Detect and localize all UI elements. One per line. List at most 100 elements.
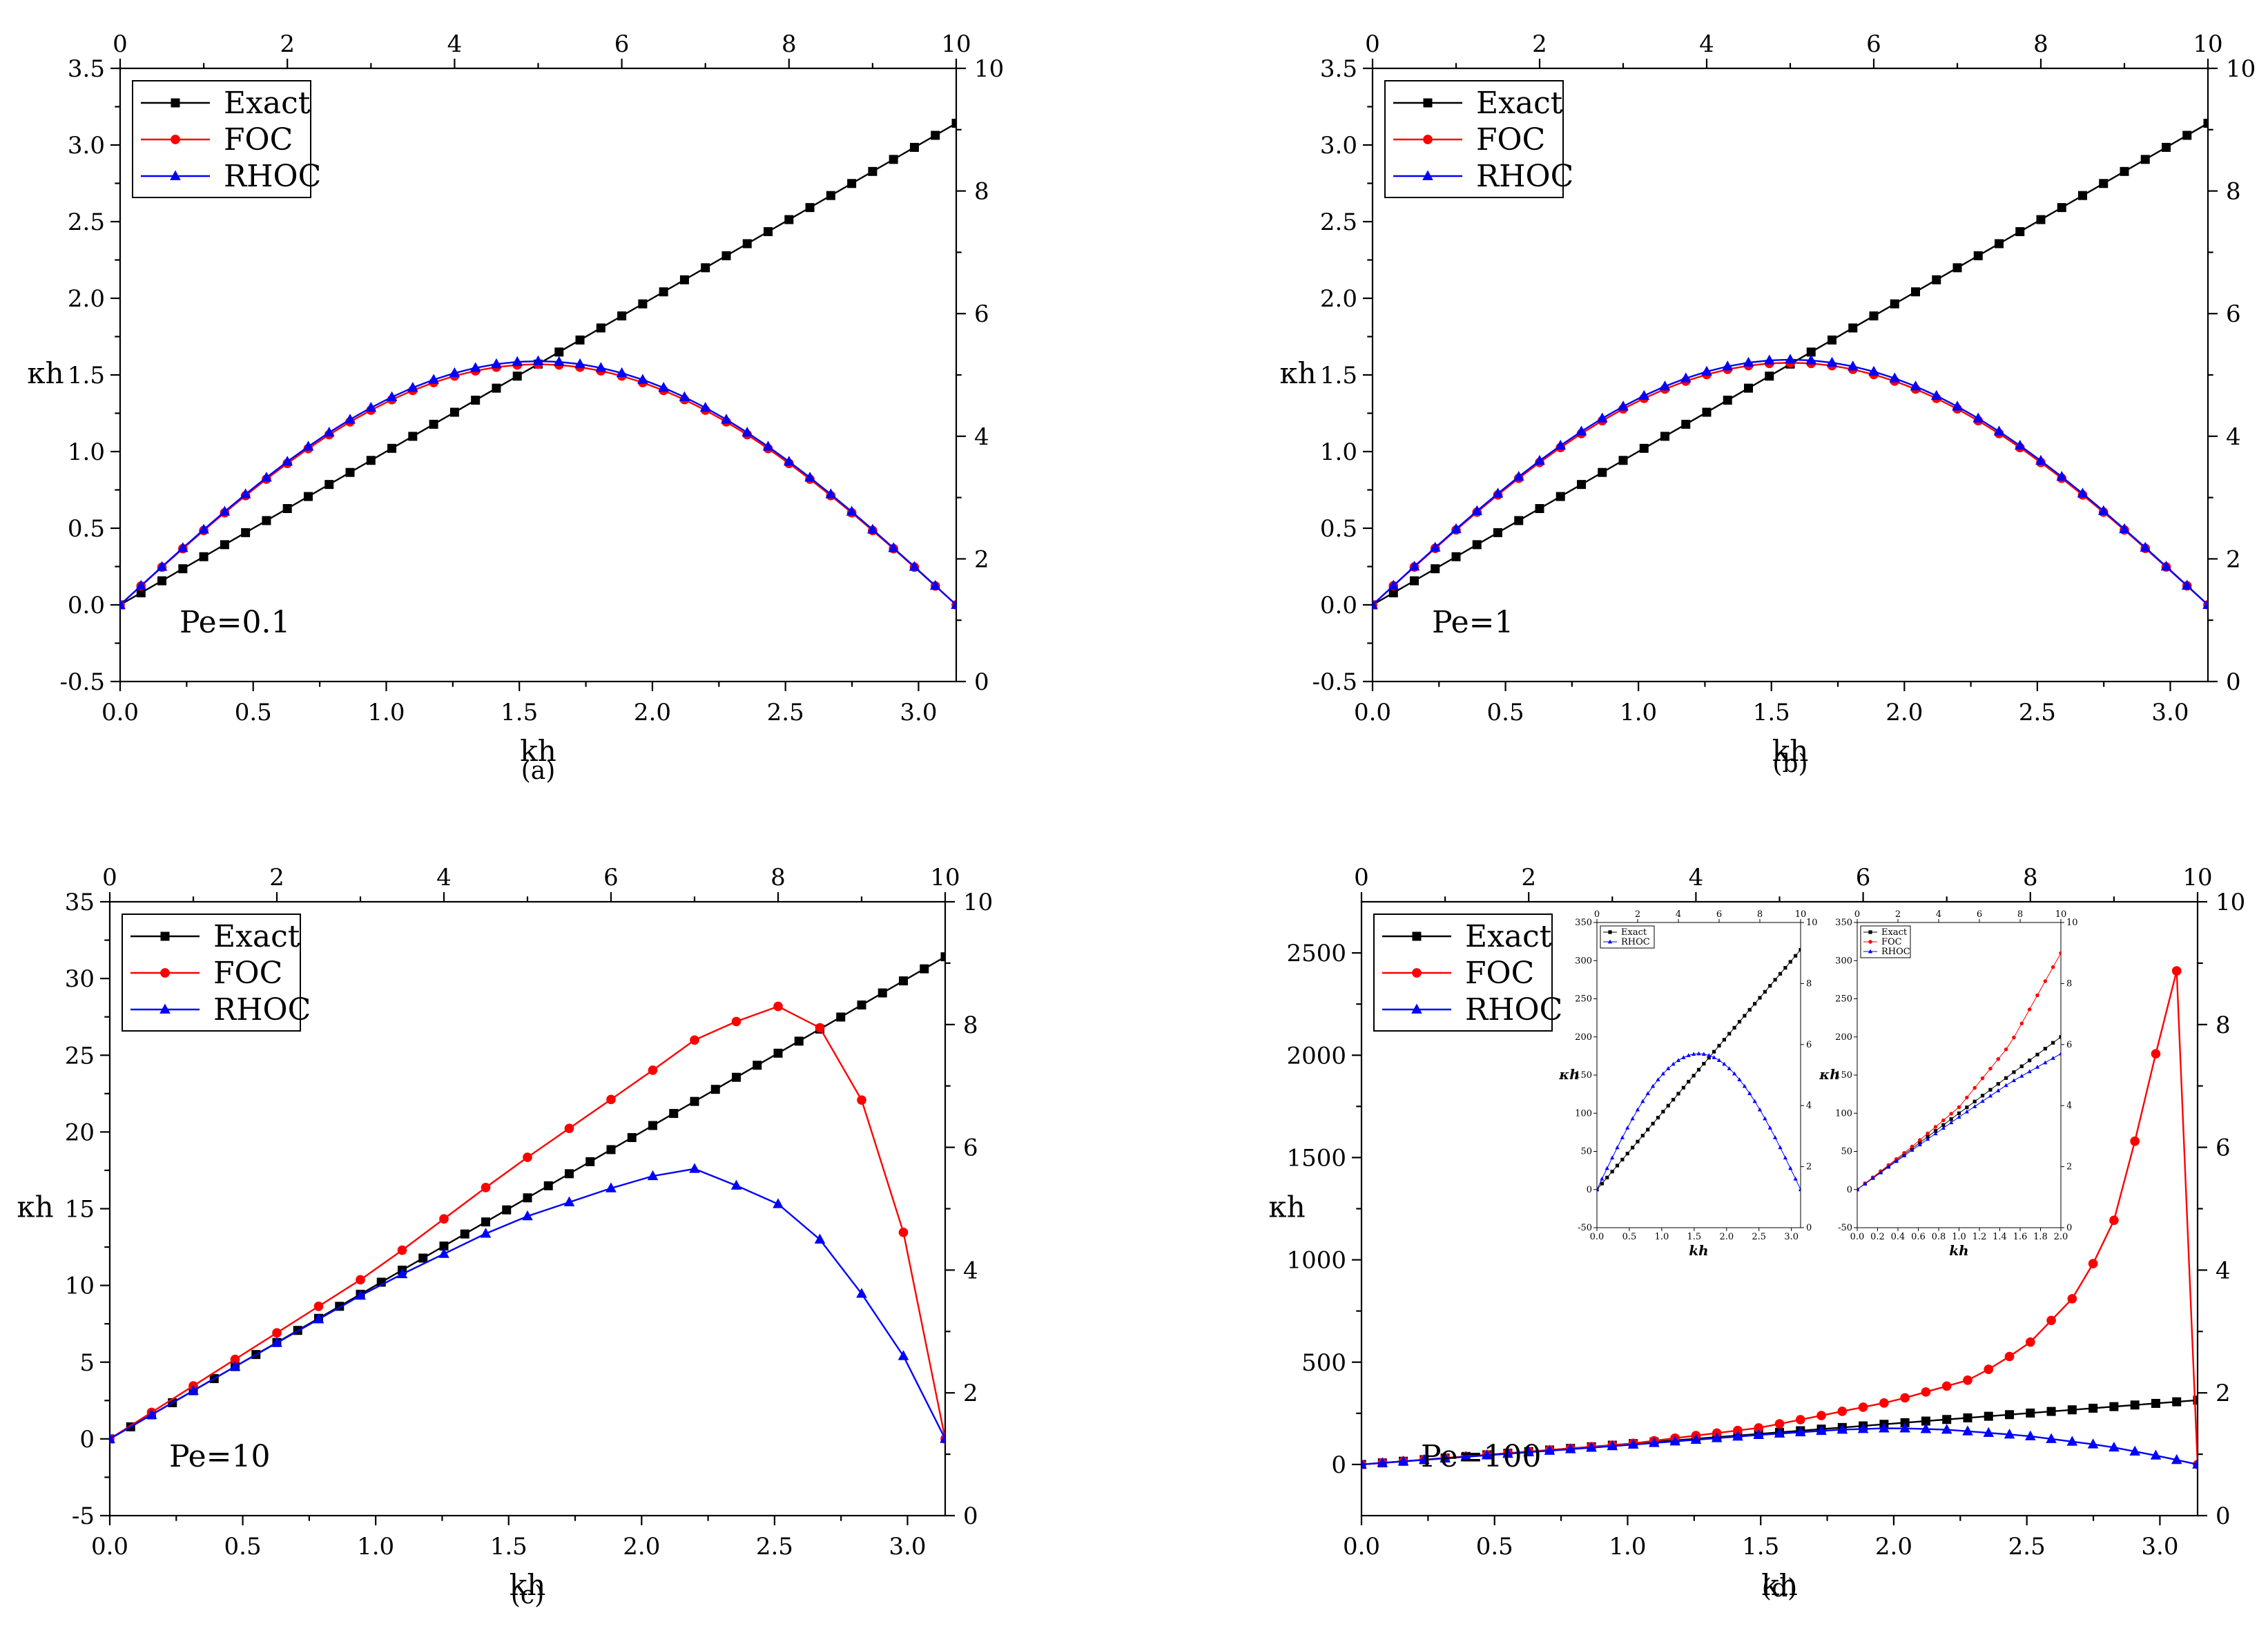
panel-a-rhoc-point <box>658 382 669 392</box>
panel-d-inset1-exact-point <box>1671 1097 1676 1102</box>
panel-d-rhoc-point <box>2150 1449 2162 1460</box>
panel-b-exact-point <box>2120 166 2129 176</box>
panel-d-toptick-label: 10 <box>2182 864 2212 891</box>
panel-d-foc-point <box>1774 1419 1785 1429</box>
panel-b-xtick-label: 3.0 <box>2151 699 2189 726</box>
panel-b-exact-point <box>2078 191 2087 200</box>
panel-b-rhoc-point <box>1826 356 1838 367</box>
panel-b-xlabel: kh <box>1772 734 1809 768</box>
panel-c-legend-foc-point <box>160 968 170 978</box>
panel-d-inset2-righttick-label: 10 <box>2066 918 2078 928</box>
panel-d-inset2-ylabel: κh <box>1819 1066 1840 1083</box>
panel-a-plot-area <box>120 119 956 610</box>
panel-c-xtick-label: 2.0 <box>623 1533 660 1560</box>
panel-c-exact-point <box>565 1169 574 1179</box>
panel-d-inset1-ylabel: κh <box>1558 1066 1580 1083</box>
panel-b-rhoc-point <box>1659 380 1671 391</box>
panel-b-legend-rhoc-point <box>1422 170 1433 180</box>
panel-c-exact-point <box>502 1205 512 1215</box>
panel-d-rhoc-point <box>1732 1431 1743 1441</box>
panel-c-rhoc-point <box>898 1350 909 1360</box>
panel-d-inset1-xtick-label: 2.0 <box>1719 1232 1734 1242</box>
panel-d-rhoc-point <box>1879 1422 1890 1433</box>
panel-d-inset2-exact-point <box>2043 1047 2047 1051</box>
panel-d-inset2-exact-point <box>1973 1099 1977 1103</box>
panel-d-inset1-ytick-label: 350 <box>1575 918 1592 928</box>
panel-a-exact-point <box>826 191 835 200</box>
panel-d-ytick-label: 0 <box>1331 1451 1346 1479</box>
panel-d-xtick-label: 0.0 <box>1343 1533 1380 1560</box>
panel-c-ytick-label: 35 <box>65 889 95 916</box>
panel-a-rhoc-point <box>365 401 377 412</box>
panel-b-rhoc-point <box>1513 470 1524 481</box>
panel-d-foc-point <box>2004 1351 2015 1362</box>
panel-a-toptick-label: 2 <box>280 30 295 58</box>
panel-c-exact-point <box>439 1241 449 1251</box>
panel-d-inset1-rhoc-point <box>1712 1055 1716 1059</box>
panel-d-inset1-righttick-label: 6 <box>1806 1040 1812 1050</box>
panel-d-inset2: 0.0 0.2 0.4 0.6 0.8 1.0 1.2 1.4 1.6 1.8 2.0 -50 0 50 1… <box>1819 909 2077 1259</box>
panel-a-legend-foc-point <box>171 135 180 144</box>
panel-a-righttick-label: 8 <box>974 178 989 206</box>
panel-d-inset2-foc-point <box>2059 951 2061 955</box>
panel-a-exact-point <box>909 142 919 152</box>
panel-d-ytick-label: 2500 <box>1286 940 1346 967</box>
panel-a-ytick-label: 2.5 <box>68 209 105 236</box>
panel-a-exact-point <box>701 263 710 273</box>
panel-c-rhoc-point <box>146 1409 157 1419</box>
panel-d-inset2-ytick-label: 200 <box>1835 1032 1852 1043</box>
panel-c-foc-point <box>272 1328 282 1338</box>
panel-d-foc-point <box>1963 1375 1973 1385</box>
panel-a-rhoc-point <box>449 367 461 378</box>
panel-a-rhoc-point <box>323 426 335 437</box>
panel-b-rhoc-point <box>1388 579 1399 590</box>
panel-d-foc-point <box>1984 1364 1994 1374</box>
panel-a-exact-point <box>345 467 355 477</box>
panel-d-legend-label: FOC <box>1465 956 1534 991</box>
panel-c-exact-point <box>585 1157 595 1166</box>
panel-d-inset1-xtick-label: 1.5 <box>1687 1232 1702 1242</box>
panel-a-legend-label: Exact <box>224 86 311 121</box>
panel-d-inset1-ytick-label: 300 <box>1575 956 1592 966</box>
panel-d-inset2-foc-point <box>2051 965 2055 969</box>
panel-a-legend-label: RHOC <box>224 159 321 194</box>
panel-d-xtick-label: 1.0 <box>1609 1533 1646 1560</box>
panel-d-inset2-foc-point <box>1894 1157 1899 1161</box>
panel-b-exact-point <box>1388 588 1398 598</box>
panel-c-ylabel: κh <box>17 1190 53 1224</box>
panel-b-legend-exact-point <box>1423 98 1433 108</box>
panel-c-foc-point <box>523 1152 532 1162</box>
panel-c-exact-point <box>690 1096 699 1106</box>
panel-a-exact-point <box>408 432 418 441</box>
panel-d-inset2-plot-area <box>1857 951 2061 1192</box>
panel-d-inset2-exact-point <box>1957 1111 1961 1115</box>
panel-a-ytick-label: 0.5 <box>68 515 105 543</box>
panel-d-inset2-xtick-label: 1.0 <box>1952 1232 1966 1242</box>
panel-d-rhoc-point <box>1460 1451 1472 1461</box>
panel-b-ytick-label: 2.0 <box>1320 285 1357 313</box>
panel-b-rhoc-point <box>2077 487 2088 498</box>
panel-d-inset2-xtick-label: 0.4 <box>1891 1232 1906 1242</box>
panel-d-inset2-legend-exact-point <box>1868 930 1872 934</box>
panel-d-inset1-exact-point <box>1600 1181 1604 1186</box>
panel-b-exact-point <box>1577 480 1586 490</box>
panel-d-annotation: Pe=100 <box>1421 1439 1542 1474</box>
panel-c-ytick-label: 5 <box>79 1349 95 1377</box>
panel-d-righttick-label: 2 <box>2216 1380 2231 1407</box>
panel-d-inset1-exact-point <box>1666 1103 1670 1108</box>
panel-d-inset1-rhoc-point <box>1681 1055 1686 1059</box>
panel-a-exact-point <box>471 396 481 405</box>
panel-c-rhoc-point <box>647 1170 659 1181</box>
panel-b-exact-point <box>2057 203 2066 213</box>
panel-d-inset2-foc-point <box>1910 1144 1915 1149</box>
panel-d-inset2-righttick-label: 0 <box>2066 1223 2072 1233</box>
panel-b-ytick-label: 3.5 <box>1320 55 1357 83</box>
panel-d-inset2-rhoc-point <box>1857 1187 1860 1192</box>
panel-d-rhoc-point <box>1857 1423 1869 1433</box>
panel-a-exact-point <box>847 179 857 189</box>
panel-a-rhoc-point <box>177 542 188 552</box>
panel-b-exact-point <box>2036 215 2046 224</box>
panel-b-xtick-label: 2.5 <box>2019 699 2056 726</box>
panel-a-rhoc-point <box>762 441 774 451</box>
